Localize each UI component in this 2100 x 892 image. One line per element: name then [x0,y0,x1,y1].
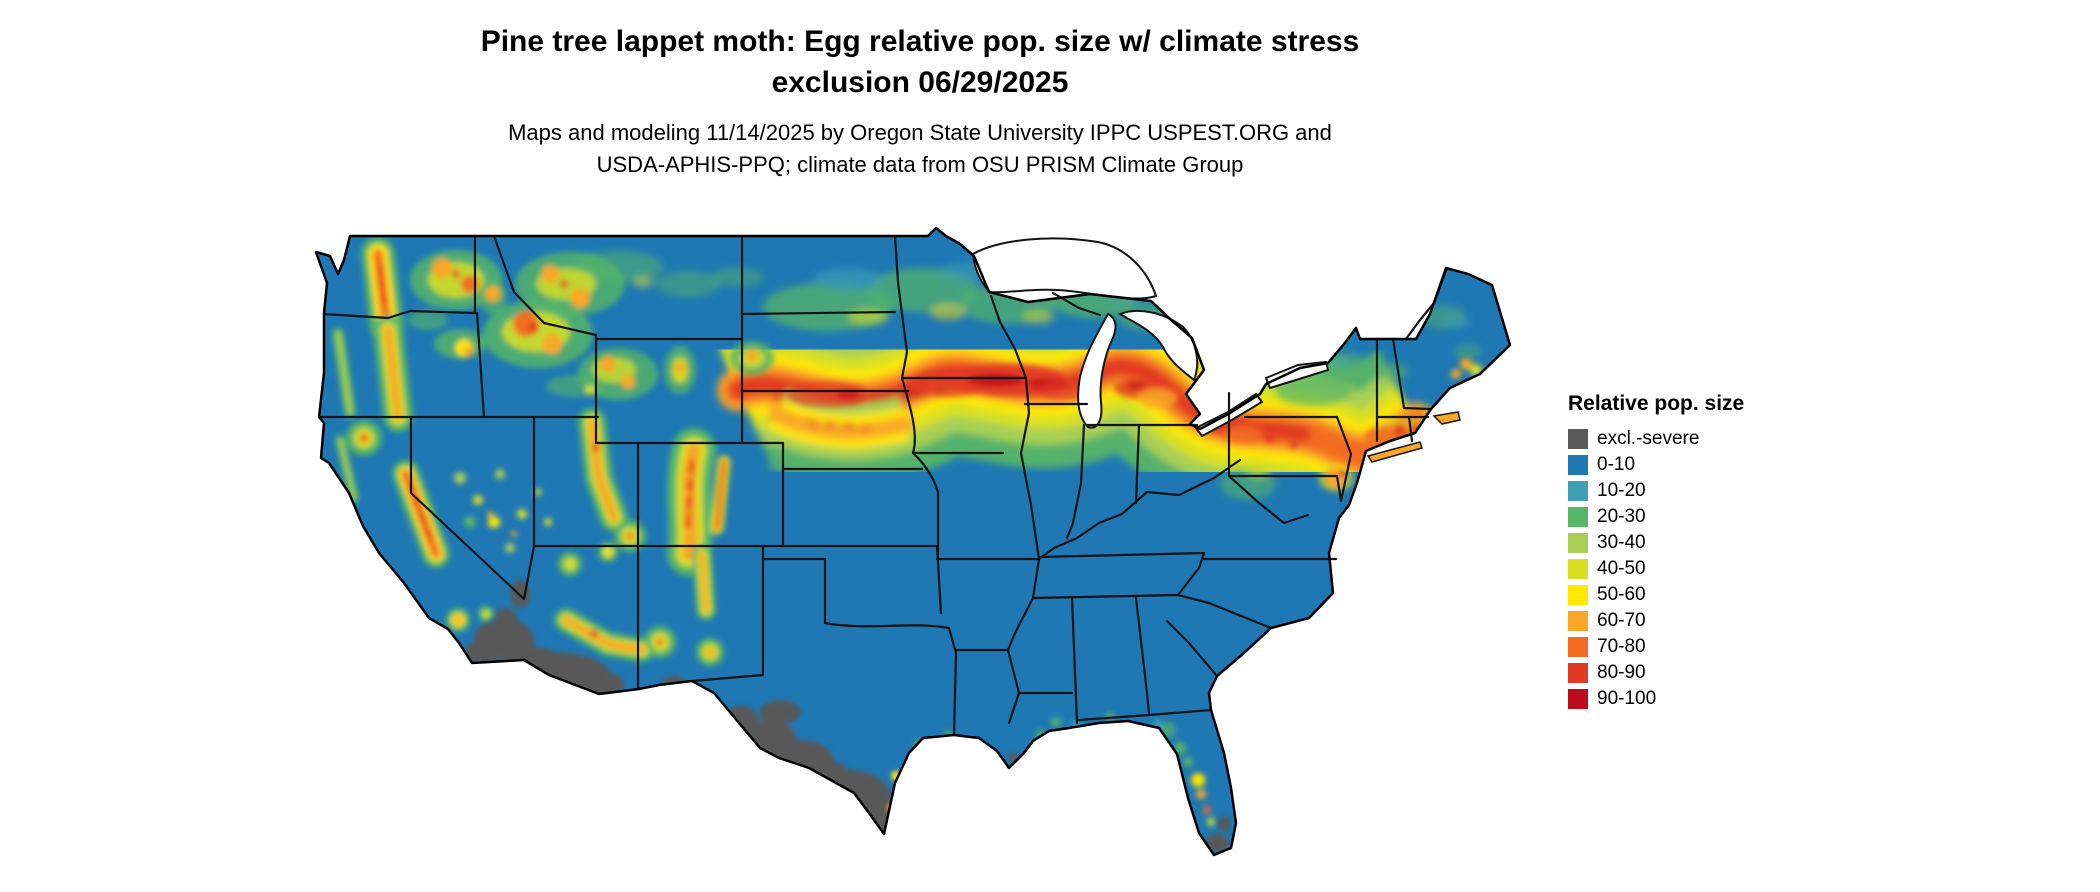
long-island [1366,441,1423,463]
title-line-2: exclusion 06/29/2025 [771,65,1069,99]
legend-item: 20-30 [1568,504,1808,530]
legend-item: 30-40 [1568,530,1808,556]
legend-label: 90-100 [1597,688,1657,709]
legend-swatch [1568,611,1588,631]
legend-label: 40-50 [1597,558,1646,579]
legend-swatch [1568,455,1588,475]
conus-map-svg [314,226,1512,857]
figure-header: Pine tree lappet moth: Egg relative pop.… [0,22,1840,181]
lake-superior [971,237,1158,300]
legend-title: Relative pop. size [1568,392,1745,415]
legend-label: 30-40 [1597,532,1646,553]
legend: Relative pop. size excl.-severe 0-10 10-… [1568,392,1808,712]
legend-item: 10-20 [1568,478,1808,504]
legend-swatch [1568,585,1588,605]
lake-michigan [1077,312,1117,429]
legend-swatch [1568,429,1588,449]
subtitle-line-1: Maps and modeling 11/14/2025 by Oregon S… [508,120,1332,145]
legend-swatch [1568,559,1588,579]
legend-label: excl.-severe [1597,428,1700,449]
legend-label: 0-10 [1597,454,1636,475]
title-line-1: Pine tree lappet moth: Egg relative pop.… [480,25,1360,58]
legend-item: 80-90 [1568,660,1808,686]
lake-huron [1117,309,1199,382]
conus-map [308,222,1528,886]
legend-item: 0-10 [1568,452,1808,478]
legend-swatch [1568,689,1588,709]
legend-swatch [1568,507,1588,527]
legend-item: 40-50 [1568,556,1808,582]
figure-title: Pine tree lappet moth: Egg relative pop.… [0,22,1840,103]
legend-swatch [1568,637,1588,657]
lake-ontario [1264,360,1330,390]
legend-label: 70-80 [1597,636,1646,657]
legend-item: excl.-severe [1568,426,1808,452]
legend-item: 90-100 [1568,686,1808,712]
figure-subtitle: Maps and modeling 11/14/2025 by Oregon S… [0,117,1840,181]
raster-overlay [316,228,1510,855]
subtitle-line-2: USDA-APHIS-PPQ; climate data from OSU PR… [596,151,1244,177]
legend-items: excl.-severe 0-10 10-20 20-30 30-40 40-5… [1568,426,1808,712]
legend-swatch [1568,663,1588,683]
legend-label: 80-90 [1597,662,1646,683]
legend-item: 70-80 [1568,634,1808,660]
legend-label: 20-30 [1597,506,1646,527]
legend-item: 60-70 [1568,608,1808,634]
us-outline [314,226,1512,857]
legend-label: 10-20 [1597,480,1646,501]
legend-label: 50-60 [1597,584,1646,605]
state-borders [317,234,1449,737]
legend-swatch [1568,481,1588,501]
legend-label: 60-70 [1597,610,1646,631]
legend-item: 50-60 [1568,582,1808,608]
legend-swatch [1568,533,1588,553]
cape-cod [1432,411,1461,425]
